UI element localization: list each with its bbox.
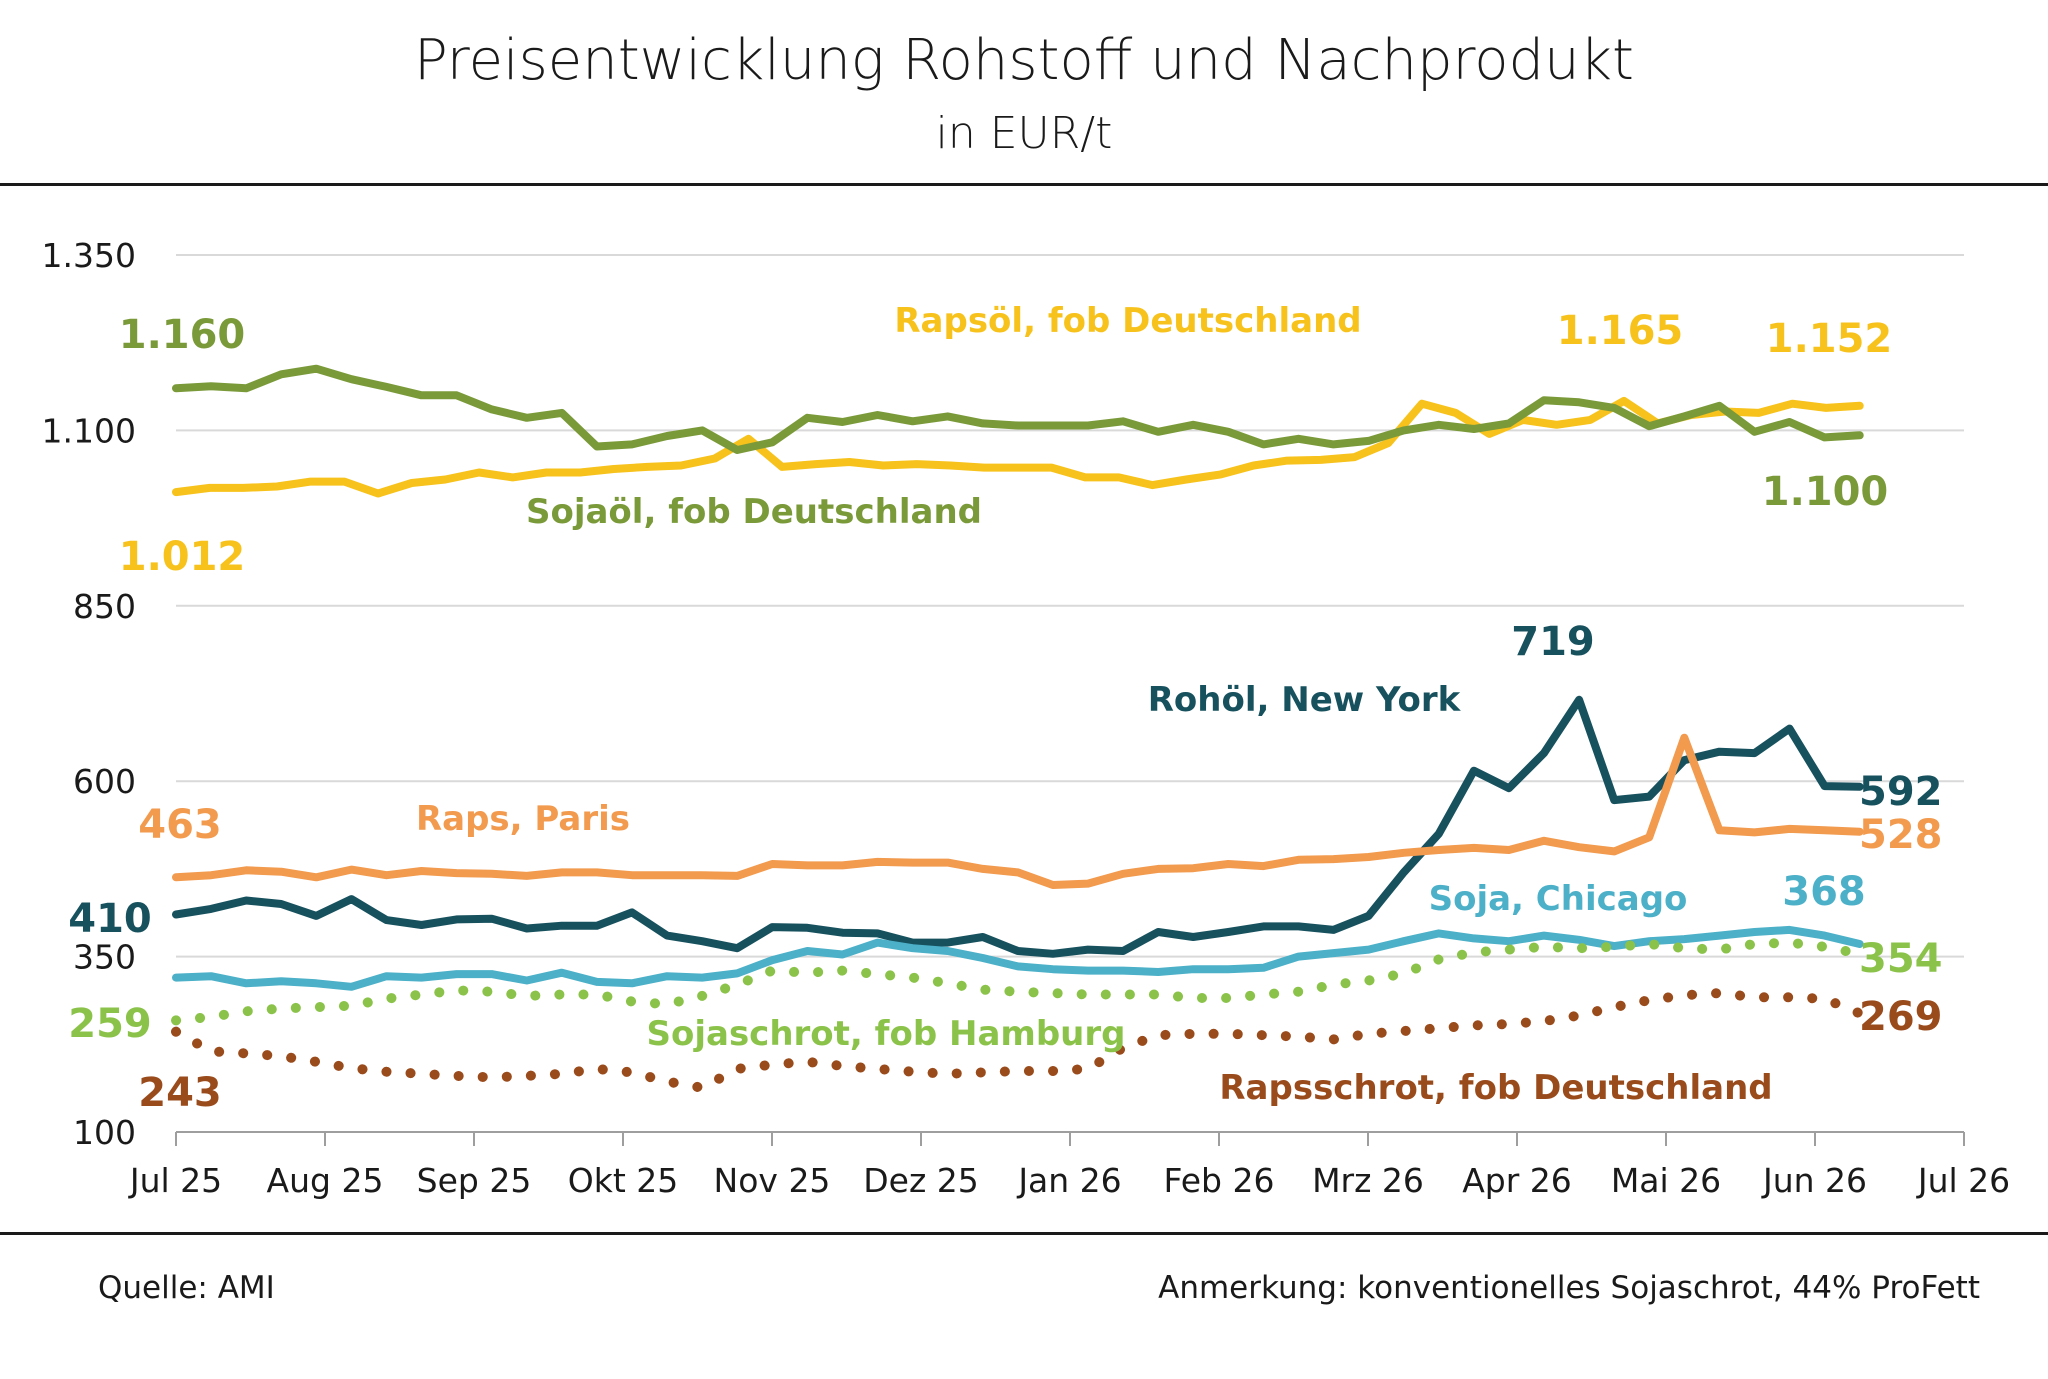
y-tick-label: 1.100: [42, 411, 136, 450]
series-line: [172, 733, 1864, 889]
gridlines: [176, 254, 1964, 958]
series-line: [172, 925, 1864, 991]
series-value-label: 368: [1782, 869, 1866, 915]
series-name-label: Sojaöl, fob Deutschland: [526, 492, 982, 532]
y-axis-ticks: 100 350 600 850 1.100 1.350: [42, 236, 136, 1152]
series-value-label: 269: [1859, 994, 1943, 1040]
y-tick-label: 350: [73, 938, 136, 977]
series-value-label: 719: [1511, 619, 1595, 665]
x-tick-label: Okt 25: [568, 1161, 679, 1200]
series-name-label: Rapsöl, fob Deutschland: [894, 301, 1361, 341]
series-line: [171, 937, 1865, 1026]
series-value-label: 354: [1859, 936, 1943, 982]
series-line: [172, 364, 1864, 454]
series-value-label: 1.100: [1762, 469, 1889, 515]
x-tick-label: Jun 26: [1761, 1161, 1867, 1200]
series-value-label: 243: [138, 1070, 222, 1116]
y-tick-label: 1.350: [42, 236, 136, 275]
series-line: [172, 396, 1864, 498]
series-value-label: 1.165: [1557, 308, 1684, 354]
x-tick-label: Feb 26: [1164, 1161, 1275, 1200]
footnote: Anmerkung: konventionelles Sojaschrot, 4…: [1158, 1270, 1980, 1306]
x-tick-label: Jul 26: [1916, 1161, 2010, 1200]
line-chart: 100 350 600 850 1.100 1.350 Jul 25 Aug 25 Sep 2…: [42, 236, 2011, 1200]
series-line: [171, 988, 1865, 1093]
x-tick-label: Sep 25: [417, 1161, 532, 1200]
source-note: Quelle: AMI: [98, 1270, 275, 1306]
x-tick-label: Nov 25: [714, 1161, 831, 1200]
series-value-label: 528: [1859, 812, 1943, 858]
series-name-label: Rapsschrot, fob Deutschland: [1219, 1068, 1772, 1108]
x-axis: Jul 25 Aug 25 Sep 25 Okt 25 Nov 25 Dez 25 Jan …: [128, 1131, 2010, 1200]
x-tick-label: Apr 26: [1462, 1161, 1572, 1200]
series-name-label: Raps, Paris: [416, 799, 630, 839]
x-tick-label: Mrz 26: [1312, 1161, 1424, 1200]
chart-title: Preisentwicklung Rohstoff und Nachproduk…: [414, 28, 1634, 93]
series-line: [172, 695, 1864, 958]
top-divider: [0, 183, 2048, 186]
series-value-label: 1.160: [119, 312, 246, 358]
series-name-label: Rohöl, New York: [1148, 680, 1462, 720]
series-value-label: 592: [1859, 769, 1943, 815]
series-value-label: 463: [138, 802, 222, 848]
y-tick-label: 100: [73, 1113, 136, 1152]
x-tick-label: Dez 25: [863, 1161, 979, 1200]
chart-subtitle: in EUR/t: [935, 108, 1113, 159]
y-tick-label: 850: [73, 587, 136, 626]
series-value-label: 259: [68, 1001, 152, 1047]
series-name-label: Soja, Chicago: [1429, 879, 1688, 919]
bottom-divider: [0, 1232, 2048, 1235]
series-value-label: 1.012: [119, 534, 246, 580]
series-lines: [171, 364, 1865, 1093]
y-tick-label: 600: [73, 762, 136, 801]
x-tick-label: Jan 26: [1016, 1161, 1121, 1200]
series-labels: Rapsöl, fob Deutschland 1.012 1.165 1.152 So…: [68, 301, 1942, 1116]
series-name-label: Sojaschrot, fob Hamburg: [647, 1014, 1126, 1054]
x-tick-label: Jul 25: [128, 1161, 222, 1200]
series-value-label: 1.152: [1766, 316, 1893, 362]
series-value-label: 410: [68, 896, 152, 942]
x-tick-label: Mai 26: [1611, 1161, 1721, 1200]
x-tick-label: Aug 25: [267, 1161, 384, 1200]
